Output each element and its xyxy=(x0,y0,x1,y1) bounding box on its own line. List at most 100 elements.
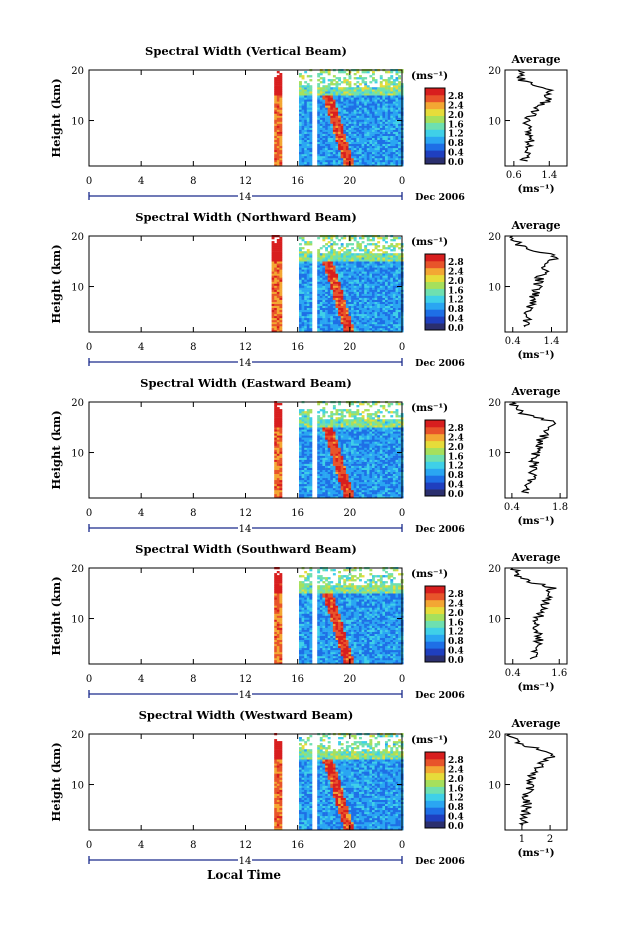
heatmap-cell xyxy=(356,153,360,157)
heatmap-cell xyxy=(301,309,305,313)
heatmap-cell xyxy=(348,283,352,286)
heatmap-cell xyxy=(274,411,278,414)
heatmap-cell xyxy=(392,319,396,323)
heatmap-cell xyxy=(335,313,339,317)
heatmap-cell xyxy=(301,463,305,466)
heatmap-cell xyxy=(398,279,401,282)
heatmap-cell xyxy=(392,279,396,282)
heatmap-cell xyxy=(332,491,336,495)
heatmap-cell xyxy=(309,265,313,268)
heatmap-cell xyxy=(374,162,378,165)
heatmap-cell xyxy=(356,483,360,487)
heatmap-cell xyxy=(382,101,386,104)
heatmap-cell xyxy=(364,489,368,493)
heatmap-cell xyxy=(395,257,399,260)
heatmap-cell xyxy=(359,95,362,98)
heatmap-cell xyxy=(364,419,368,422)
heatmap-cell xyxy=(279,305,283,308)
heatmap-cell xyxy=(309,133,313,136)
heatmap-cell xyxy=(343,461,347,464)
heatmap-cell xyxy=(332,328,336,331)
heatmap-cell xyxy=(382,323,386,327)
heatmap-cell xyxy=(374,299,378,302)
heatmap-cell xyxy=(364,319,368,323)
heatmap-cell xyxy=(327,271,331,274)
heatmap-cell xyxy=(356,328,360,331)
colorbar-frame xyxy=(424,87,446,165)
heatmap-cell xyxy=(356,162,360,165)
heatmap-cell xyxy=(319,151,323,155)
heatmap-cell xyxy=(353,471,357,474)
heatmap-cell xyxy=(330,153,334,157)
heatmap-cell xyxy=(340,243,344,246)
heatmap-cell xyxy=(335,147,339,151)
heatmap-cell xyxy=(322,89,326,92)
colorbar-swatch xyxy=(425,323,445,331)
heatmap-cell xyxy=(356,257,360,260)
heatmap-cell xyxy=(274,91,278,94)
panel-title: Spectral Width (Northward Beam) xyxy=(135,210,357,224)
colorbar-tick-label: 0.0 xyxy=(448,324,464,334)
heatmap-cell xyxy=(364,115,368,118)
heatmap-cell xyxy=(343,445,347,448)
heatmap-cell xyxy=(385,297,388,300)
heatmap-cell xyxy=(322,127,326,130)
heatmap-cell xyxy=(392,99,396,102)
heatmap-cell xyxy=(309,109,313,112)
heatmap-cell xyxy=(387,325,391,329)
heatmap-cell xyxy=(309,85,313,88)
heatmap-cell xyxy=(309,311,313,315)
heatmap-cell xyxy=(356,441,360,444)
heatmap-cell xyxy=(274,119,278,122)
heatmap-cell xyxy=(276,457,280,460)
heatmap-cell xyxy=(301,477,305,481)
heatmap-cell xyxy=(387,131,391,134)
heatmap-cell xyxy=(301,491,305,495)
heatmap-cell xyxy=(392,269,396,272)
heatmap-cell xyxy=(356,115,360,118)
heatmap-cell xyxy=(276,417,280,420)
heatmap-cell xyxy=(340,419,344,422)
heatmap-cell xyxy=(356,295,360,298)
heatmap-cell xyxy=(353,157,357,161)
heatmap-cell xyxy=(353,427,357,430)
heatmap-cell xyxy=(369,461,373,464)
heatmap-cell xyxy=(330,423,334,426)
heatmap-cell xyxy=(392,309,396,313)
heatmap-cell xyxy=(325,263,328,266)
heatmap-cell xyxy=(325,305,328,308)
heatmap-cell xyxy=(364,491,368,495)
heatmap-cell xyxy=(353,115,357,118)
heatmap-cell xyxy=(338,455,341,458)
heatmap-cell xyxy=(276,71,280,74)
heatmap-cell xyxy=(351,467,354,470)
heatmap-cell xyxy=(299,325,302,329)
heatmap-cell xyxy=(306,275,310,278)
heatmap-cell xyxy=(304,479,308,483)
heatmap-cell xyxy=(322,319,326,323)
heatmap-cell xyxy=(361,162,365,165)
heatmap-cell xyxy=(276,143,280,147)
heatmap-cell xyxy=(304,135,308,138)
heatmap-cell xyxy=(398,85,401,88)
heatmap-cell xyxy=(317,447,321,450)
heatmap-cell xyxy=(276,91,280,94)
heatmap-cell xyxy=(395,139,399,142)
heatmap-cell xyxy=(343,129,347,132)
heatmap-cell xyxy=(301,141,305,144)
heatmap-cell xyxy=(369,115,373,118)
heatmap-cell xyxy=(343,101,347,104)
heatmap-cell xyxy=(317,283,321,286)
heatmap-cell xyxy=(372,287,375,290)
heatmap-cell xyxy=(374,303,378,306)
heatmap-cell xyxy=(335,279,339,282)
heatmap-cell xyxy=(325,247,328,250)
heatmap-cell xyxy=(330,103,334,106)
heatmap-cell xyxy=(332,151,336,155)
heatmap-cell xyxy=(330,109,334,112)
heatmap-cell xyxy=(351,485,354,489)
heatmap-cell xyxy=(332,107,336,110)
heatmap-cell xyxy=(395,113,399,116)
heatmap-cell xyxy=(319,105,323,108)
heatmap-cell xyxy=(274,117,278,120)
